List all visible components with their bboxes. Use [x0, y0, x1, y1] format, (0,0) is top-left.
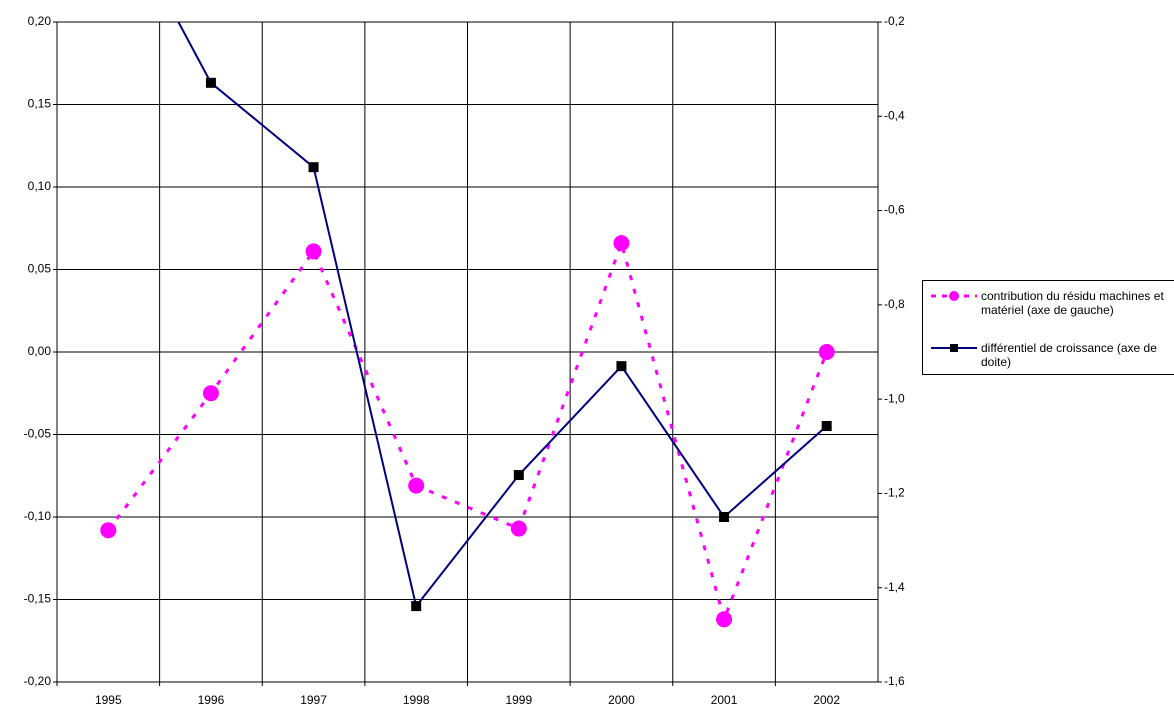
y-tick-label: -0,20 [24, 674, 52, 688]
y-tick-label: -0,10 [24, 509, 52, 523]
legend-item: différentiel de croissance (axe de doite… [929, 341, 1174, 369]
y-tick-label: 0,10 [28, 179, 52, 193]
marker [716, 611, 733, 628]
marker [100, 522, 117, 539]
y2-tick-label: -0,2 [884, 14, 905, 28]
x-tick-label: 1998 [403, 693, 430, 707]
marker [818, 344, 835, 360]
series-group [100, 22, 835, 628]
marker [202, 385, 219, 402]
y-tick-label: 0,00 [28, 344, 52, 358]
legend-swatch [931, 344, 977, 352]
legend-swatch [931, 291, 977, 301]
legend-item: contribution du résidu machines et matér… [929, 289, 1174, 317]
y2-tick-label: -0,8 [884, 297, 905, 311]
x-tick-label: 2001 [711, 693, 738, 707]
y2-tick-label: -1,4 [884, 580, 905, 594]
marker [305, 243, 322, 260]
series-line [107, 238, 829, 625]
x-tick-label: 1995 [95, 693, 122, 707]
y2-tick-label: -0,6 [884, 203, 905, 217]
marker [408, 477, 425, 494]
x-tick-label: 1996 [198, 693, 225, 707]
marker [513, 470, 524, 481]
legend: contribution du résidu machines et matér… [922, 280, 1174, 375]
y-tick-label: 0,15 [28, 97, 52, 111]
x-tick-label: 1997 [300, 693, 327, 707]
x-tick-label: 2000 [608, 693, 635, 707]
legend-label: différentiel de croissance (axe de doite… [981, 341, 1157, 369]
y2-tick-label: -1,6 [884, 674, 905, 688]
x-tick-label: 1999 [505, 693, 532, 707]
marker [719, 512, 730, 522]
y2-tick-label: -0,4 [884, 108, 905, 122]
y-tick-label: 0,20 [28, 14, 52, 28]
x-tick-label: 2002 [813, 693, 840, 707]
marker [613, 235, 630, 252]
y-tick-label: -0,15 [24, 592, 52, 606]
y2-tick-label: -1,2 [884, 486, 905, 500]
legend-label: contribution du résidu machines et matér… [981, 289, 1164, 317]
marker [510, 520, 527, 537]
marker [616, 361, 627, 372]
marker [308, 162, 319, 173]
marker [411, 601, 422, 612]
y-tick-label: 0,05 [28, 262, 52, 276]
y2-tick-label: -1,0 [884, 391, 905, 405]
marker [821, 421, 832, 432]
y-tick-label: -0,05 [24, 427, 52, 441]
series-line [177, 22, 828, 609]
marker [205, 77, 216, 88]
